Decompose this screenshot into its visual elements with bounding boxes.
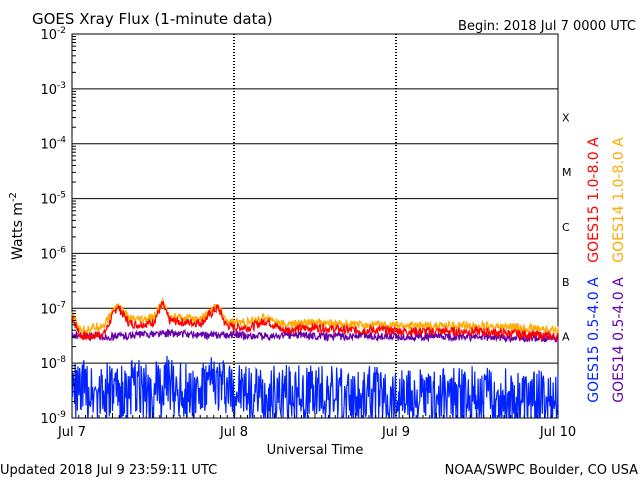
y-tick-label-exponent: -4 <box>57 136 66 146</box>
y-tick-label-exponent: -2 <box>57 26 66 36</box>
y-tick-label: 10-6 <box>40 245 66 262</box>
y-axis-label-exponent: -2 <box>8 192 19 202</box>
series-line <box>71 355 559 420</box>
x-tick-label: Jul 8 <box>219 425 248 440</box>
flare-class-label: A <box>562 331 570 344</box>
series-line <box>71 328 559 344</box>
y-tick-label-exponent: -3 <box>57 81 66 91</box>
y-tick-label-base: 10 <box>40 357 57 372</box>
y-tick-label-base: 10 <box>40 247 57 262</box>
y-tick-label: 10-2 <box>40 26 66 43</box>
series-line <box>71 300 559 342</box>
plot-area-frame <box>71 33 559 419</box>
y-tick-label-exponent: -7 <box>57 300 66 310</box>
y-tick-label-exponent: -5 <box>57 191 66 201</box>
y-tick-label-base: 10 <box>40 302 57 317</box>
legend-entry: GOES15 0.5-4.0 A <box>586 277 602 403</box>
y-tick-label: 10-4 <box>40 136 66 153</box>
y-tick-label-base: 10 <box>40 138 57 153</box>
y-tick-label-exponent: -9 <box>57 410 66 420</box>
flare-class-label: B <box>562 276 570 289</box>
y-tick-label: 10-8 <box>40 355 66 372</box>
legend-entry: GOES14 1.0-8.0 A <box>611 137 627 263</box>
y-tick-label-exponent: -8 <box>57 355 66 365</box>
y-tick-label-base: 10 <box>40 412 57 427</box>
updated-timestamp: Updated 2018 Jul 9 23:59:11 UTC <box>0 463 217 478</box>
x-tick-label: Jul 10 <box>539 425 576 440</box>
legend-entry: GOES15 1.0-8.0 A <box>586 137 602 263</box>
chart-title: GOES Xray Flux (1-minute data) <box>32 10 273 28</box>
y-tick-label-base: 10 <box>40 28 57 43</box>
y-tick-label-base: 10 <box>40 83 57 98</box>
y-tick-label-exponent: -6 <box>57 245 66 255</box>
y-tick-label: 10-9 <box>40 410 66 427</box>
legend: GOES15 1.0-8.0 A GOES14 1.0-8.0 A GOES15 0… <box>586 137 627 403</box>
legend-entry: GOES14 0.5-4.0 A <box>611 277 627 403</box>
y-tick-label-base: 10 <box>40 193 57 208</box>
x-tick-label: Jul 7 <box>57 425 86 440</box>
flare-class-label: X <box>562 111 570 124</box>
flare-class-label: M <box>562 166 572 179</box>
y-tick-label: 10-3 <box>40 81 66 98</box>
y-axis-label: Watts m-2 <box>8 192 26 260</box>
grid-layer <box>72 34 558 418</box>
y-tick-label: 10-5 <box>40 191 66 208</box>
y-tick-label: 10-7 <box>40 300 66 317</box>
flare-class-label: C <box>562 221 570 234</box>
x-axis-label: Universal Time <box>267 443 364 458</box>
x-tick-label: Jul 9 <box>381 425 410 440</box>
y-axis-label-text: Watts m <box>10 202 26 260</box>
begin-label: Begin: 2018 Jul 7 0000 UTC <box>458 19 636 34</box>
series-layer <box>71 298 559 420</box>
credit-label: NOAA/SWPC Boulder, CO USA <box>445 463 638 478</box>
